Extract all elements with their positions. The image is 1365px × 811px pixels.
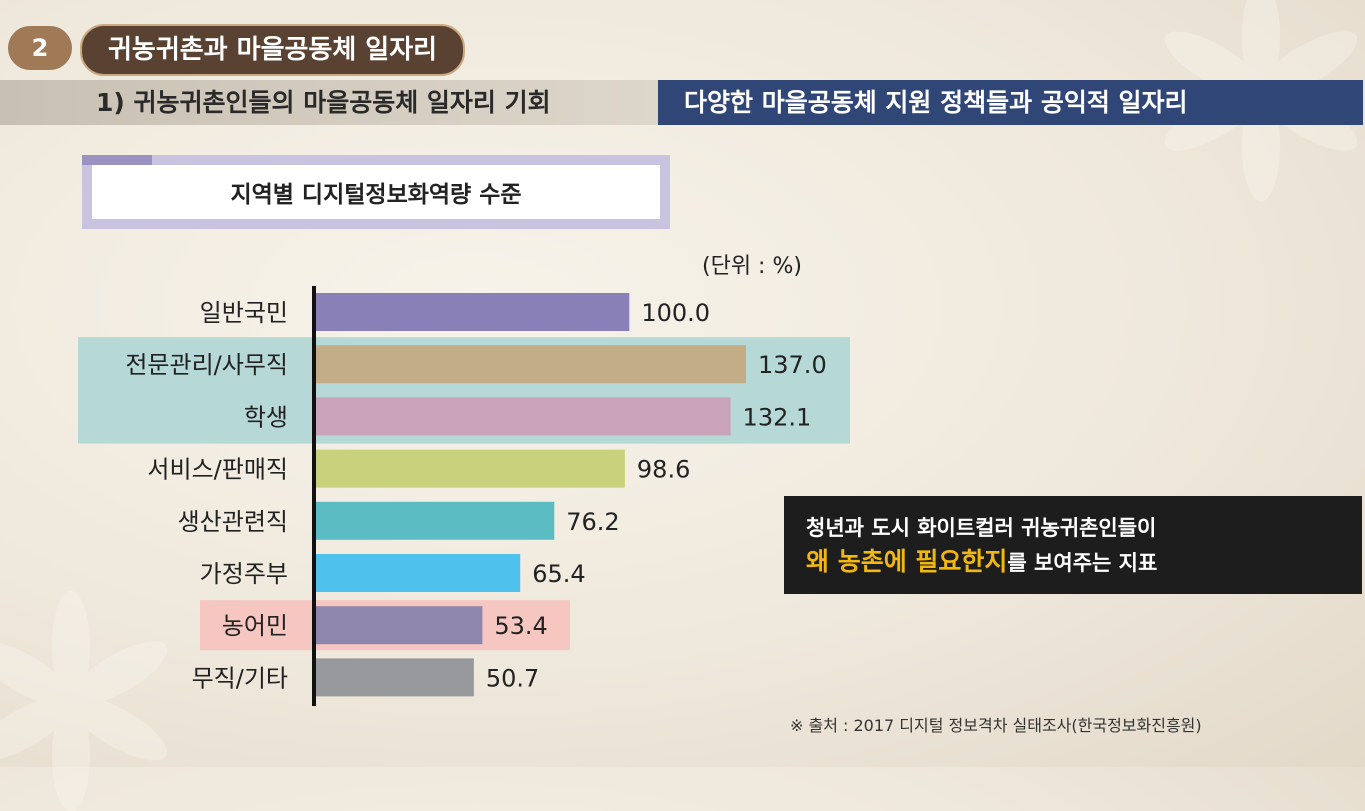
- callout-highlight: 왜 농촌에 필요한지: [806, 547, 1008, 576]
- callout-box: 청년과 도시 화이트컬러 귀농귀촌인들이 왜 농촌에 필요한지를 보여주는 지표: [784, 496, 1362, 594]
- bar: [314, 345, 746, 384]
- category-label: 가정주부: [200, 560, 288, 588]
- bar: [314, 501, 555, 540]
- bar-chart: 일반국민 100.0 전문관리/사무직 137.0 학생 132.1 서비스/판매직 98.6…: [78, 286, 850, 706]
- category-label: 무직/기타: [192, 664, 288, 692]
- bar: [314, 554, 521, 592]
- value-label: 132.1: [743, 403, 812, 431]
- value-label: 50.7: [486, 664, 539, 692]
- chart-title: 지역별 디지털정보화역량 수준: [92, 165, 660, 219]
- source-note: ※ 출처 : 2017 디지털 정보격차 실태조사(한국정보화진흥원): [790, 716, 1202, 735]
- section-number-badge: 2: [8, 26, 72, 70]
- bar: [314, 606, 483, 645]
- subheading: 1) 귀농귀촌인들의 마을공동체 일자리 기회: [0, 80, 658, 125]
- value-label: 98.6: [637, 456, 690, 484]
- callout-line2: 왜 농촌에 필요한지를 보여주는 지표: [806, 545, 1362, 580]
- section-title: 귀농귀촌과 마을공동체 일자리: [80, 24, 466, 76]
- bar: [314, 397, 731, 436]
- category-label: 전문관리/사무직: [125, 351, 288, 379]
- value-label: 65.4: [532, 560, 585, 588]
- value-label: 137.0: [758, 351, 827, 379]
- chart-title-box: 지역별 디지털정보화역량 수준: [82, 155, 670, 229]
- category-label: 생산관련직: [178, 508, 288, 536]
- category-label: 일반국민: [200, 299, 288, 327]
- bar: [314, 658, 474, 697]
- bar: [314, 449, 625, 488]
- value-label: 53.4: [494, 612, 547, 640]
- category-label: 서비스/판매직: [147, 456, 288, 484]
- callout-line1: 청년과 도시 화이트컬러 귀농귀촌인들이: [806, 516, 1157, 540]
- subheading-banner: 다양한 마을공동체 지원 정책들과 공익적 일자리: [658, 80, 1363, 125]
- callout-line2-rest: 를 보여주는 지표: [1007, 551, 1158, 575]
- value-label: 100.0: [641, 299, 710, 327]
- chart-unit-label: (단위 : %): [702, 254, 802, 279]
- value-label: 76.2: [566, 508, 619, 536]
- bar: [314, 293, 630, 331]
- category-label: 학생: [244, 403, 288, 431]
- category-label: 농어민: [222, 612, 288, 640]
